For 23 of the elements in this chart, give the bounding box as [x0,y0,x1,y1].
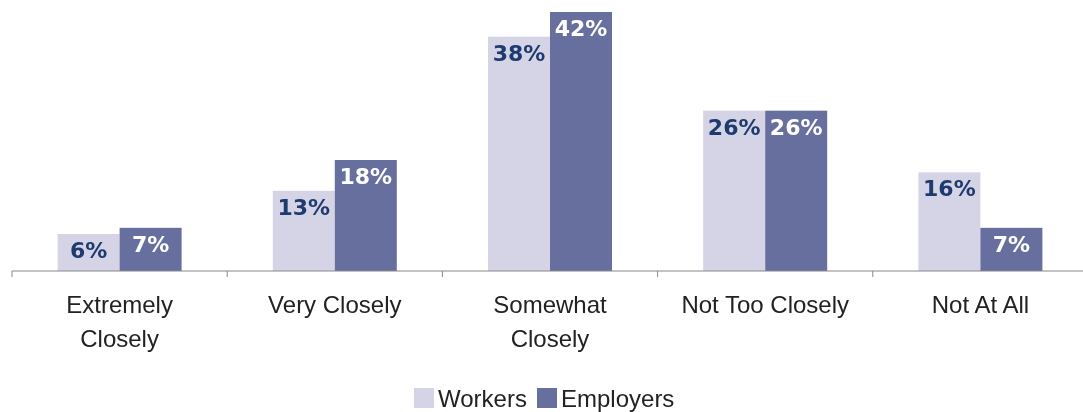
bar [334,160,397,271]
bar [918,172,981,271]
legend-label: Workers [438,385,527,412]
data-label: 26% [769,114,823,140]
data-label: 42% [554,16,608,41]
legend-label: Employers [561,385,675,412]
data-label: 18% [339,164,393,189]
data-label: 6% [69,238,108,263]
data-label: 26% [707,114,761,140]
x-tick-label: Extremely Closely [66,291,173,352]
bar [703,110,766,271]
x-tick-label: Not At All [931,291,1030,318]
data-label: 7% [131,231,170,257]
bar [765,110,828,271]
data-label: 16% [923,176,976,202]
data-label: 7% [992,231,1031,257]
x-tick-label: Very Closely [268,291,402,318]
x-tick-label: Not Too Closely [681,291,850,318]
x-tick-label: Somewhat Closely [493,291,608,352]
data-label: 13% [277,194,331,220]
data-label: 38% [492,40,546,66]
bar [488,36,550,271]
bar [550,12,612,271]
